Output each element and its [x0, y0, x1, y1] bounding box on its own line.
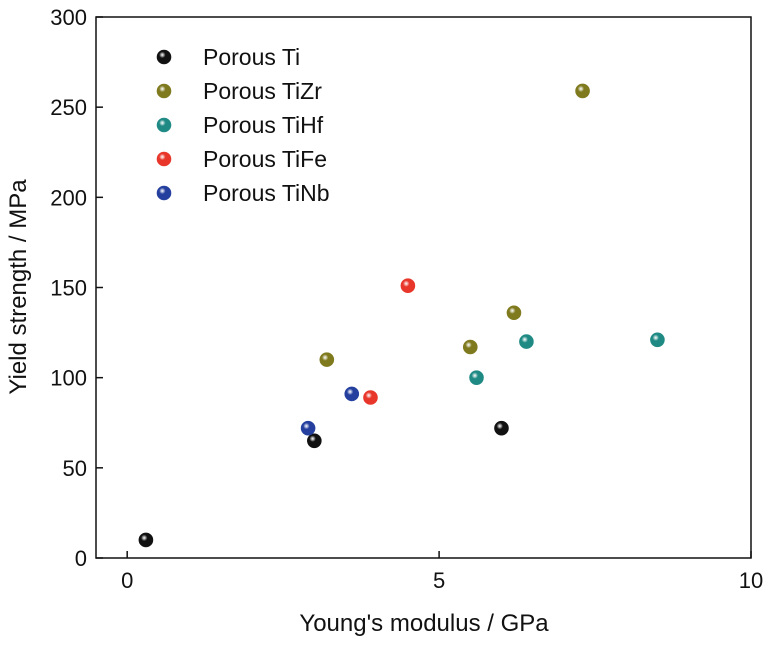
- series-porous-tinb: [300, 386, 360, 436]
- legend-item: Porous TiHf: [156, 112, 324, 138]
- legend: Porous Ti Porous TiZr Porous TiHf Porous Ti…: [156, 44, 330, 206]
- x-tick-label: 0: [121, 568, 133, 593]
- legend-label: Porous TiNb: [203, 180, 330, 206]
- legend-item: Porous TiFe: [156, 146, 327, 172]
- data-point: [344, 386, 360, 402]
- x-axis-title: Young's modulus / GPa: [299, 610, 549, 637]
- series-porous-tife: [363, 278, 416, 405]
- y-tick-label: 300: [50, 5, 87, 30]
- data-point: [300, 420, 316, 436]
- x-tick-label: 10: [739, 568, 763, 593]
- series-porous-tizr: [319, 83, 590, 367]
- y-tick-label: 200: [50, 185, 87, 210]
- legend-item: Porous TiNb: [156, 180, 330, 206]
- legend-marker: [156, 151, 172, 167]
- series-porous-ti: [138, 420, 509, 548]
- legend-marker: [156, 49, 172, 65]
- data-point: [650, 332, 665, 348]
- y-tick-label: 150: [50, 276, 87, 301]
- y-axis-title: Yield strength / MPa: [5, 179, 32, 395]
- data-point: [519, 334, 534, 349]
- data-point: [400, 278, 416, 293]
- data-point: [307, 433, 322, 449]
- legend-label: Porous Ti: [203, 44, 300, 70]
- x-tick-label: 5: [433, 568, 445, 593]
- series-porous-tihf: [469, 332, 665, 385]
- data-points: [138, 83, 665, 548]
- data-point: [506, 305, 522, 321]
- data-point: [575, 83, 590, 99]
- data-point: [494, 420, 509, 436]
- data-point: [469, 370, 484, 385]
- legend-marker: [156, 185, 172, 201]
- legend-item: Porous Ti: [156, 44, 300, 70]
- x-axis: 0 5 10: [121, 551, 763, 593]
- legend-marker: [156, 83, 172, 99]
- legend-label: Porous TiHf: [203, 112, 324, 138]
- data-point: [462, 339, 478, 355]
- data-point: [319, 352, 335, 367]
- plot-area-frame: [95, 16, 752, 559]
- legend-label: Porous TiFe: [203, 146, 327, 172]
- data-point: [138, 532, 154, 548]
- legend-marker: [156, 117, 172, 133]
- legend-item: Porous TiZr: [156, 78, 322, 104]
- data-point: [363, 390, 378, 405]
- y-axis: 0 50 100 150 200 250 300: [50, 5, 103, 571]
- y-tick-label: 250: [50, 95, 87, 120]
- y-tick-label: 100: [50, 366, 87, 391]
- y-tick-label: 50: [63, 456, 87, 481]
- legend-label: Porous TiZr: [203, 78, 322, 104]
- y-tick-label: 0: [75, 546, 87, 571]
